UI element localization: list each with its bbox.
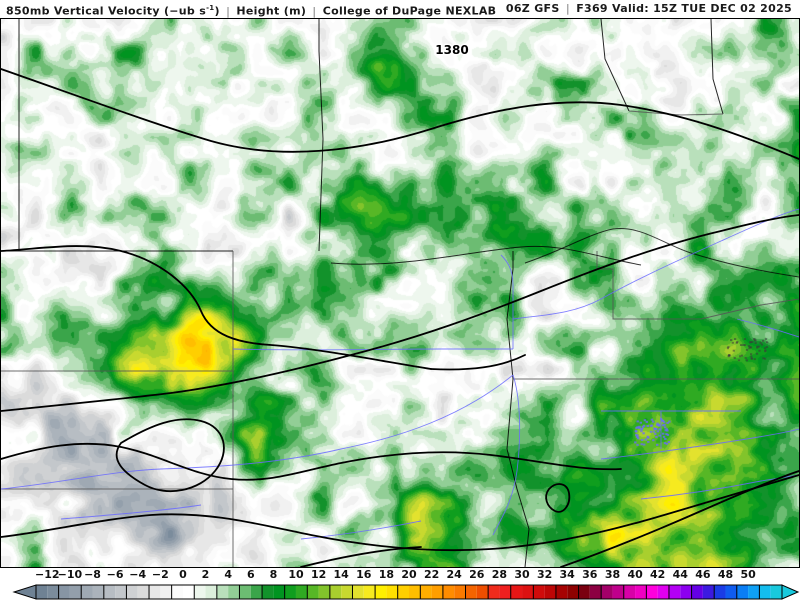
contour-label-layer: 1380 — [434, 42, 470, 59]
colorbar-tick: 20 — [401, 568, 417, 581]
colorbar-tick: 24 — [446, 568, 462, 581]
colorbar-tick: 10 — [288, 568, 304, 581]
colorbar-tick: 0 — [179, 568, 187, 581]
colorbar-tick: 38 — [604, 568, 621, 581]
secondary-field-label: Height (m) — [236, 4, 307, 18]
colorbar-tick: 30 — [514, 568, 530, 581]
forecast-hour-label: F369 — [576, 2, 608, 15]
colorbar-tick: 34 — [559, 568, 575, 581]
colorbar-tick: −2 — [151, 568, 169, 581]
product-exponent: -1 — [206, 4, 215, 12]
colorbar-tick: 36 — [582, 568, 598, 581]
colorbar-tick: −10 — [57, 568, 83, 581]
colorbar-tick: 14 — [333, 568, 349, 581]
header-separator-2: | — [312, 4, 317, 18]
colorbar-tick: 48 — [717, 568, 734, 581]
colorbar-tick: 22 — [423, 568, 440, 581]
valid-time-label: Valid: 15Z TUE DEC 02 2025 — [612, 2, 792, 15]
colorbar-tick: 2 — [201, 568, 210, 581]
colorbar-tick: 16 — [356, 568, 372, 581]
colorbar-strip — [0, 584, 800, 600]
model-run-label: 06Z GFS — [505, 2, 560, 15]
map-overlays: 1380 — [1, 19, 799, 567]
header-separator-3: | — [565, 2, 571, 15]
map-panel[interactable]: 1380 — [0, 18, 800, 568]
height-contour-layer — [1, 68, 799, 567]
header-bar: 850mb Vertical Velocity (−ub s-1) | Heig… — [0, 0, 800, 18]
colorbar-tick: −6 — [106, 568, 124, 581]
header-right-title: 06Z GFS | F369 Valid: 15Z TUE DEC 02 202… — [506, 2, 792, 15]
colorbar-tick: 28 — [491, 568, 508, 581]
colorbar-tick: 12 — [310, 568, 327, 581]
header-separator-1: | — [225, 4, 231, 18]
colorbar-tick: 50 — [740, 568, 756, 581]
contour-value-label: 1380 — [435, 43, 468, 57]
colorbar-tick: 4 — [224, 568, 233, 581]
vertical-velocity-field — [1, 19, 799, 567]
header-left-title: 850mb Vertical Velocity (−ub s-1) | Heig… — [6, 2, 496, 18]
colorbar-tick: 44 — [672, 568, 688, 581]
colorbar-tick: −12 — [35, 568, 60, 581]
source-label: College of DuPage NEXLAB — [322, 4, 497, 18]
geography-layer — [1, 19, 799, 567]
product-title-tail: ) — [214, 4, 220, 18]
colorbar-tick: 6 — [246, 568, 255, 581]
colorbar-tick: 18 — [378, 568, 395, 581]
colorbar-tick: 8 — [269, 568, 278, 581]
colorbar: −12 −10 −8 −6 −4 −2 0 2 4 6 8 10 12 14 16 18 20 22 24 26 28 3… — [0, 568, 800, 600]
colorbar-tick-labels: −12 −10 −8 −6 −4 −2 0 2 4 6 8 10 12 14 16 18 20 22 24 26 28 3… — [0, 568, 800, 584]
colorbar-tick: 40 — [627, 568, 643, 581]
colorbar-tick: 26 — [469, 568, 485, 581]
colorbar-tick: −8 — [84, 568, 101, 581]
colorbar-tick: 32 — [536, 568, 553, 581]
product-title: 850mb Vertical Velocity (−ub s — [6, 4, 207, 18]
colorbar-tick: −4 — [129, 568, 147, 581]
colorbar-tick: 46 — [695, 568, 711, 581]
colorbar-tick: 42 — [650, 568, 666, 581]
colorbar-swatches — [12, 584, 800, 600]
